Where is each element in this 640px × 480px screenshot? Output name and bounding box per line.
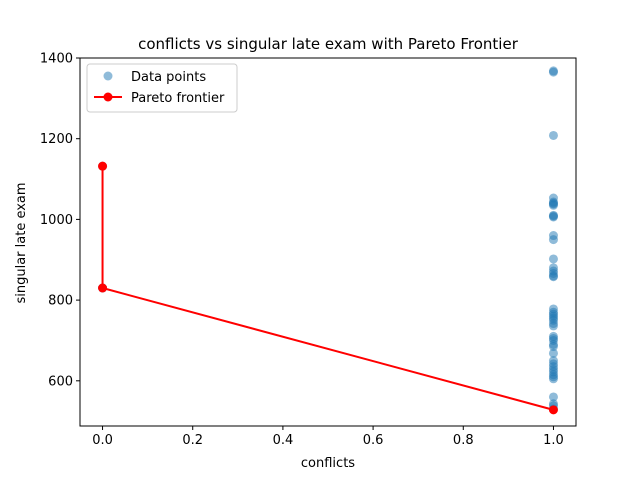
pareto-point bbox=[98, 283, 108, 293]
data-point bbox=[548, 235, 558, 245]
x-tick-label: 1.0 bbox=[543, 433, 564, 448]
x-axis: 0.0 0.2 0.4 0.6 0.8 1.0 bbox=[92, 426, 564, 448]
data-point bbox=[548, 392, 558, 402]
pareto-point bbox=[98, 161, 108, 171]
chart-title: conflicts vs singular late exam with Par… bbox=[138, 35, 519, 53]
x-tick-label: 0.4 bbox=[273, 433, 294, 448]
data-point bbox=[548, 321, 558, 331]
pareto-point bbox=[548, 405, 558, 415]
y-tick-label: 1400 bbox=[40, 52, 73, 67]
x-tick-label: 0.6 bbox=[363, 433, 384, 448]
y-axis: 600 800 1000 1200 1400 bbox=[40, 52, 80, 389]
legend-line-marker bbox=[103, 92, 113, 102]
data-point bbox=[548, 374, 558, 384]
y-tick-label: 600 bbox=[48, 374, 73, 389]
legend: Data points Pareto frontier bbox=[86, 63, 238, 113]
x-tick-label: 0.2 bbox=[182, 433, 203, 448]
legend-scatter-marker bbox=[103, 71, 113, 81]
y-tick-label: 1000 bbox=[40, 213, 73, 228]
legend-label-pareto-frontier: Pareto frontier bbox=[131, 91, 225, 106]
y-tick-label: 1200 bbox=[40, 132, 73, 147]
y-axis-title: singular late exam bbox=[14, 182, 29, 303]
x-axis-title: conflicts bbox=[301, 456, 355, 471]
data-point bbox=[548, 348, 558, 358]
data-point bbox=[548, 200, 558, 210]
data-point bbox=[548, 254, 558, 264]
legend-box bbox=[86, 63, 238, 113]
data-point bbox=[548, 66, 558, 76]
plot-area bbox=[79, 57, 577, 427]
x-tick-label: 0.8 bbox=[453, 433, 474, 448]
axes-frame bbox=[79, 57, 577, 427]
data-point bbox=[548, 130, 558, 140]
data-point bbox=[548, 212, 558, 222]
x-tick-label: 0.0 bbox=[92, 433, 113, 448]
data-point bbox=[548, 342, 558, 352]
legend-label-data-points: Data points bbox=[131, 70, 206, 85]
data-point bbox=[548, 272, 558, 282]
y-tick-label: 800 bbox=[48, 294, 73, 309]
